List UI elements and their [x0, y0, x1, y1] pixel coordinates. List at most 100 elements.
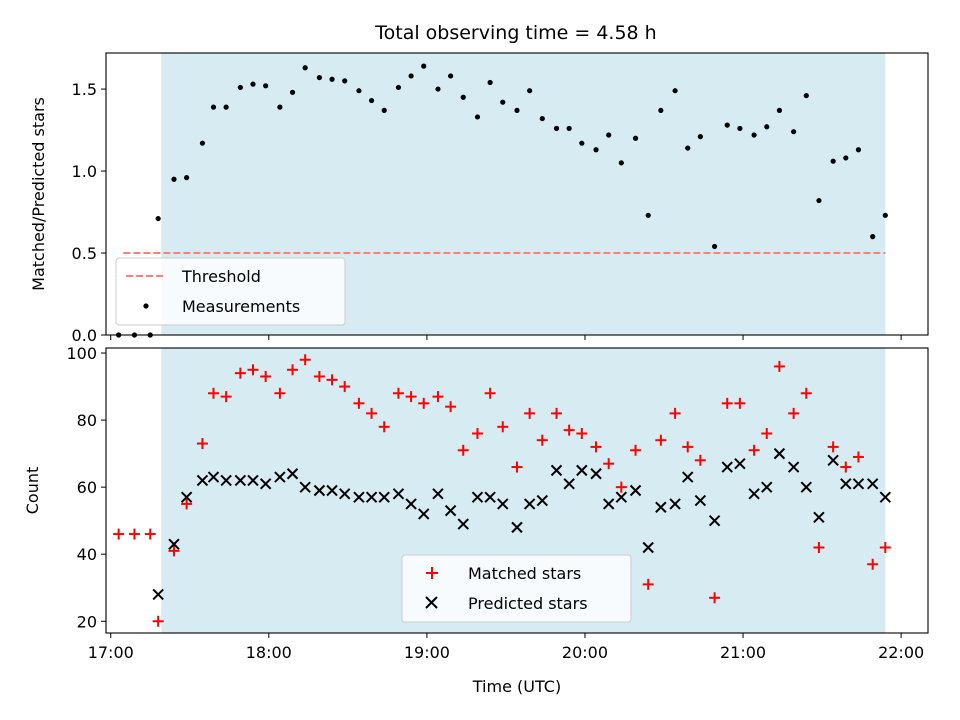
matched-star-point [392, 387, 404, 399]
x-axis-label: Time (UTC) [472, 677, 561, 696]
predicted-star-point [852, 478, 865, 490]
matched-star-point [551, 407, 563, 419]
predicted-star-point [220, 474, 232, 487]
predicted-star-point [274, 471, 286, 483]
matched-star-point [181, 498, 193, 510]
predicted-star-point [773, 447, 786, 460]
matched-star-point [761, 428, 773, 439]
predicted-star-point [392, 488, 405, 500]
predicted-star-point [800, 481, 812, 493]
matched-star-point [773, 360, 785, 372]
measurement-point [764, 124, 770, 130]
measurement-point [855, 147, 862, 153]
matched-star-point [207, 387, 219, 399]
top-legend-marker-measurements [143, 303, 149, 309]
matched-star-point [800, 387, 812, 399]
measurement-points [116, 63, 888, 338]
measurement-point [435, 86, 441, 92]
matched-star-point [524, 407, 536, 419]
predicted-star-point [655, 501, 667, 513]
matched-star-point [694, 454, 706, 466]
matched-star-point [827, 441, 839, 453]
matched-star-point [274, 387, 286, 399]
predicted-star-point [669, 498, 681, 510]
predicted-star-point [536, 494, 548, 507]
bottom-panel: 20 40 60 80 100 17:00 18:00 19:00 20:00 21:00 22:0… [23, 344, 929, 696]
measurement-point [579, 140, 585, 146]
predicted-stars-points [152, 447, 892, 601]
bottom-y-tick-label: 20 [77, 612, 97, 631]
bottom-y-tick-label: 80 [77, 411, 97, 430]
measurement-point [803, 93, 809, 99]
predicted-star-point [207, 471, 220, 483]
measurement-point [395, 84, 402, 91]
bottom-legend-marker-predicted [425, 596, 438, 609]
matched-star-point [813, 542, 825, 553]
x-tick-label: 19:00 [404, 643, 450, 662]
matched-star-point [576, 428, 588, 439]
matched-star-point [471, 428, 483, 439]
measurement-point [210, 104, 217, 110]
measurement-point [882, 212, 888, 218]
bottom-ticks: 20 40 60 80 100 17:00 18:00 19:00 20:00 21:00 22:0… [66, 344, 924, 662]
matched-star-point [734, 397, 746, 409]
matched-star-point [709, 592, 721, 604]
top-legend: Threshold Measurements [115, 257, 346, 326]
matched-star-point [128, 528, 140, 540]
measurement-point [184, 175, 190, 181]
top-axes-frame [105, 52, 929, 336]
matched-star-point [144, 528, 156, 540]
measurement-point [155, 215, 161, 222]
top-y-tick-label: 1.5 [72, 80, 97, 99]
predicted-star-point [602, 498, 615, 510]
bottom-legend-box [401, 554, 632, 623]
predicted-star-point [457, 518, 469, 530]
bottom-legend-label-predicted: Predicted stars [468, 594, 588, 613]
measurement-point [870, 234, 876, 240]
measurement-point [711, 243, 718, 250]
measurement-point [171, 176, 177, 182]
measurement-point [223, 104, 229, 110]
measurement-point [474, 114, 481, 120]
bottom-legend: Matched stars Predicted stars [401, 554, 632, 623]
measurement-point [606, 132, 612, 138]
predicted-star-point [196, 474, 209, 487]
matched-star-point [247, 364, 259, 376]
matched-star-point [113, 528, 125, 540]
matched-star-point [590, 441, 602, 453]
predicted-star-point [484, 491, 496, 503]
x-tick-label: 21:00 [720, 643, 766, 662]
matched-star-point [630, 444, 642, 456]
predicted-star-point [563, 478, 575, 490]
measurement-point [421, 63, 427, 69]
top-y-tick-label: 0.5 [72, 244, 97, 263]
measurement-point [368, 97, 375, 104]
top-legend-box [115, 257, 346, 326]
matched-star-point [313, 371, 325, 382]
predicted-star-point [259, 478, 272, 490]
bottom-y-tick-label: 100 [66, 344, 97, 363]
matched-star-point [287, 364, 299, 376]
predicted-star-point [365, 491, 378, 503]
measurement-point [697, 134, 703, 140]
matched-star-point [152, 615, 164, 627]
matched-star-point [563, 424, 575, 436]
predicted-star-point [353, 491, 365, 503]
matched-star-point [418, 397, 430, 409]
matched-star-point [484, 387, 496, 399]
measurement-point [381, 107, 387, 113]
matched-star-point [748, 444, 760, 456]
x-tick-label: 17:00 [88, 643, 134, 662]
bottom-y-tick-label: 40 [77, 545, 97, 564]
measurement-point [751, 132, 757, 138]
matched-star-point [353, 397, 365, 409]
measurement-point [553, 125, 560, 132]
measurement-point [277, 104, 283, 110]
predicted-star-point [497, 498, 509, 510]
bottom-axes-frame [105, 347, 929, 634]
matched-star-point [603, 458, 615, 470]
predicted-star-point [721, 461, 733, 473]
predicted-star-point [378, 491, 390, 503]
measurement-point [843, 155, 849, 161]
predicted-star-point [879, 491, 892, 503]
